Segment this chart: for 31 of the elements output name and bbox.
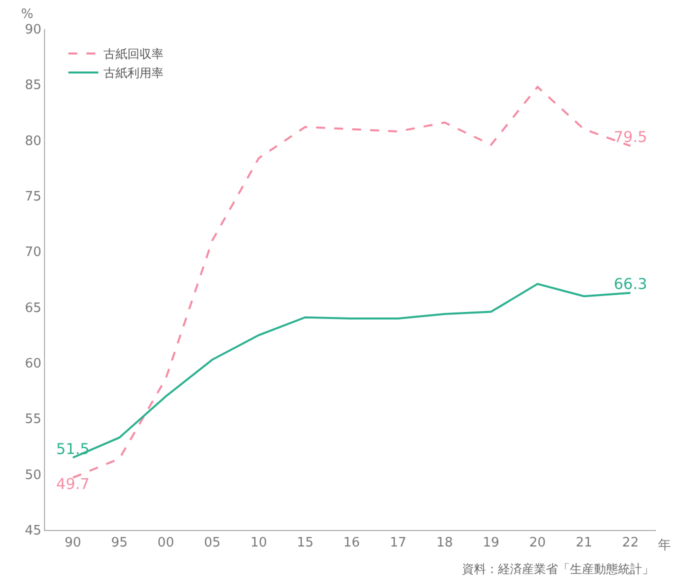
y-tick-label: 75 xyxy=(24,190,42,205)
y-tick-label: 55 xyxy=(24,412,42,428)
x-tick-label: 17 xyxy=(390,536,406,551)
x-tick-label: 20 xyxy=(529,536,546,551)
y-tick-label: 65 xyxy=(24,300,42,316)
y-tick-label: 70 xyxy=(24,245,42,260)
y-tick-label: 45 xyxy=(24,524,42,539)
data-label: 79.5 xyxy=(614,128,648,146)
x-tick-label: 21 xyxy=(576,536,592,551)
x-tick-label: 95 xyxy=(111,536,128,551)
y-tick-label: 50 xyxy=(24,468,42,483)
x-tick-label: 22 xyxy=(622,536,639,551)
x-tick-label: 15 xyxy=(296,536,314,551)
x-tick-label: 00 xyxy=(158,536,174,551)
y-tick-label: 90 xyxy=(24,22,42,38)
x-tick-label: 10 xyxy=(250,536,268,551)
x-tick-label: 18 xyxy=(436,536,453,551)
data-label: 66.3 xyxy=(614,275,648,294)
legend-label: 古紙回収率 xyxy=(103,47,164,62)
y-tick-label: 80 xyxy=(24,134,42,149)
x-axis-title: 年 xyxy=(658,538,671,553)
x-tick-label: 05 xyxy=(204,536,221,551)
text: 資料：経済産業省「生産動態統計」 xyxy=(462,562,654,576)
y-tick-label: 85 xyxy=(24,78,42,94)
data-label: 49.7 xyxy=(56,474,90,493)
x-tick-label: 19 xyxy=(482,536,500,551)
y-axis-title: % xyxy=(21,7,34,22)
y-tick-label: 60 xyxy=(24,356,42,372)
x-tick-label: 16 xyxy=(343,536,360,551)
x-tick-label: 90 xyxy=(64,536,82,551)
legend-label: 古紙利用率 xyxy=(103,66,164,80)
